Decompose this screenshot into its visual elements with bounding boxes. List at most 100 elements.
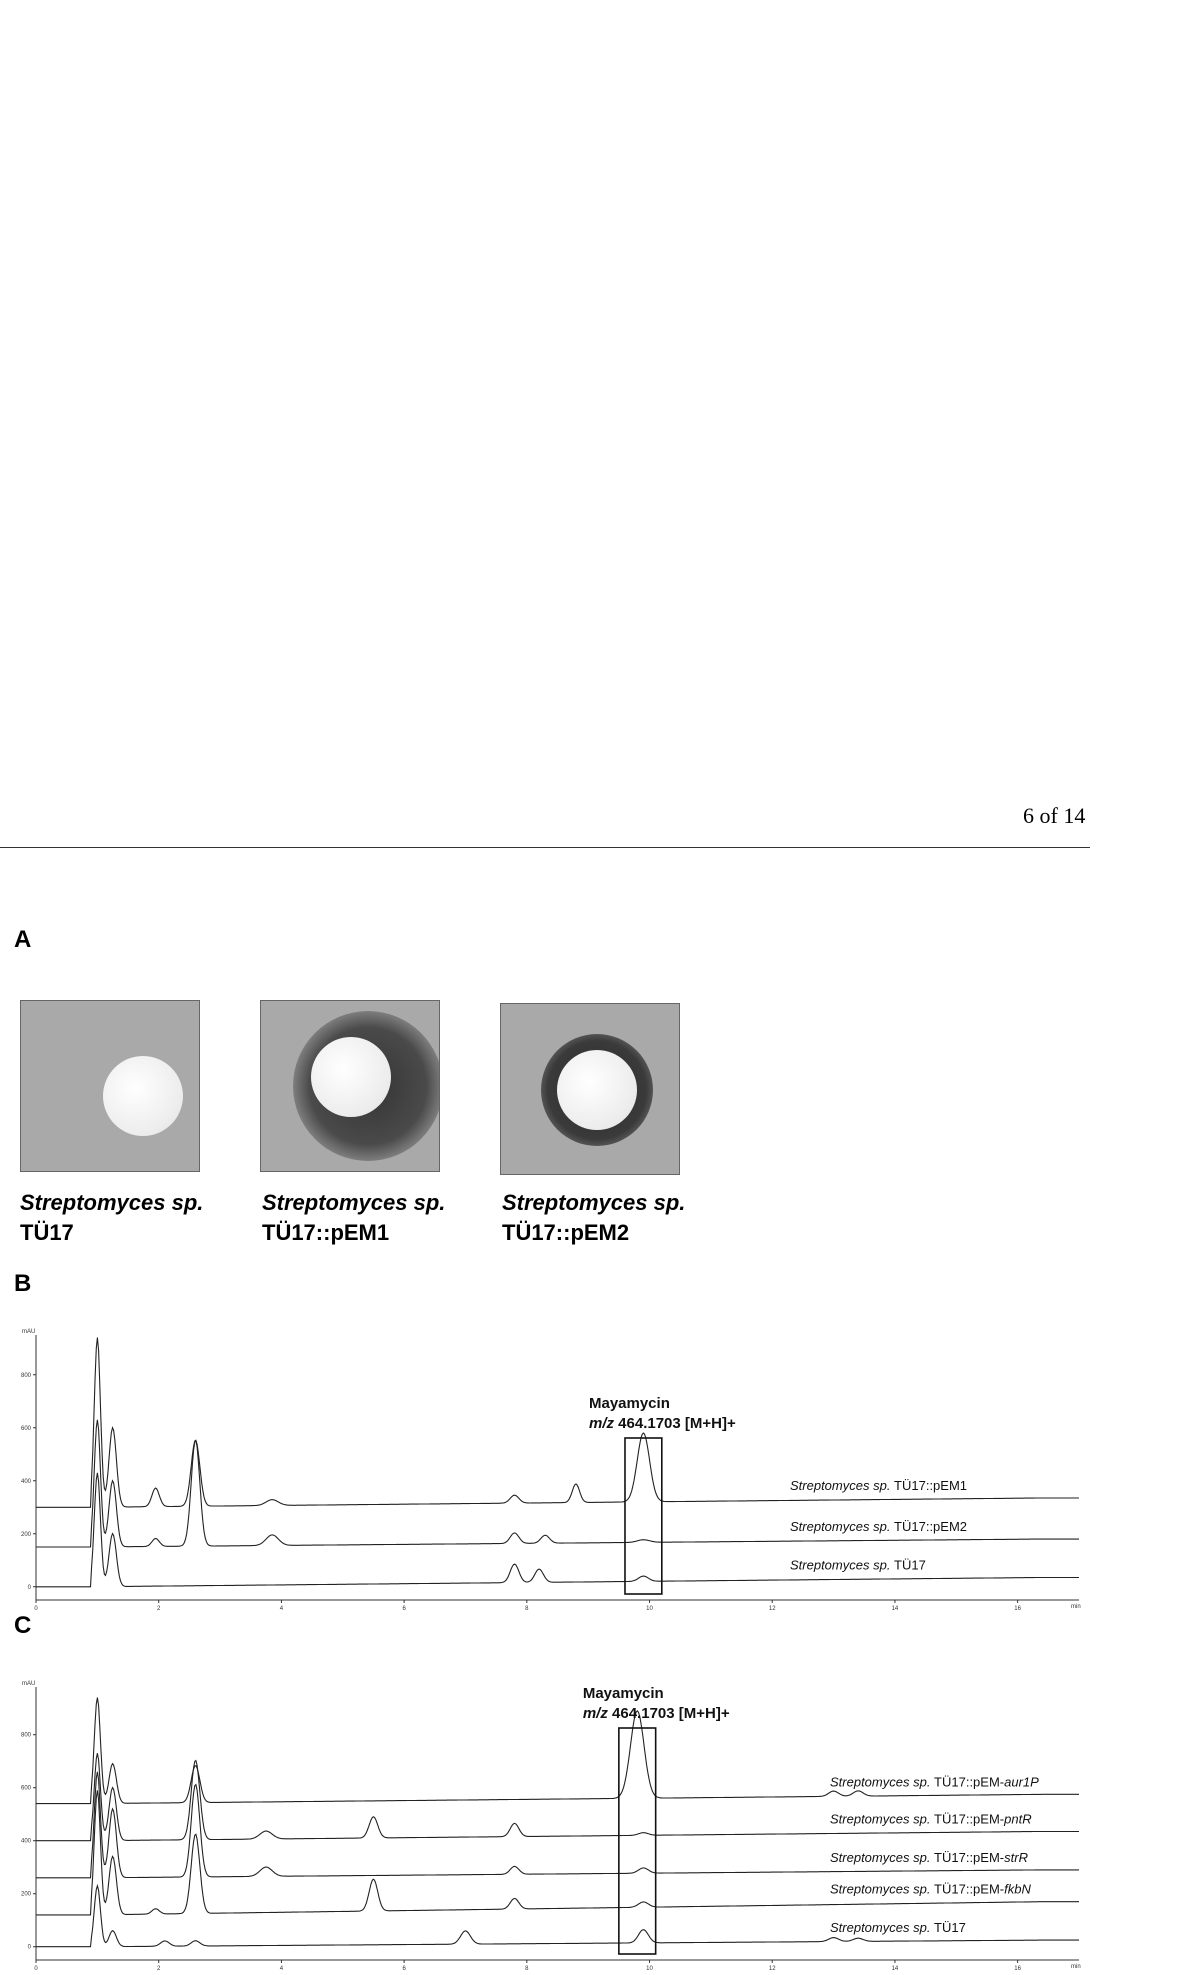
y-tick-label: 800 (21, 1733, 32, 1739)
x-unit-label: min (1071, 1964, 1081, 1970)
x-tick-label: 0 (34, 1606, 38, 1612)
x-unit-label: min (1071, 1604, 1081, 1610)
paper-disc (557, 1050, 637, 1130)
x-tick-label: 2 (157, 1606, 161, 1612)
hplc-chromatogram-b: mAU min 0 2 4 6 8 10 12 14 16 0 200 400 600 800 Streptom… (21, 1329, 1081, 1612)
y-unit-label: mAU (22, 1681, 35, 1687)
panel-label-c: C (14, 1612, 32, 1639)
trace-strain: TÜ17::pEM- (934, 1811, 1004, 1826)
y-tick-label: 400 (21, 1839, 32, 1845)
x-tick-label: 2 (157, 1966, 161, 1972)
trace-line-1 (36, 1697, 1079, 1805)
mz-prefix: m/z (583, 1705, 612, 1722)
trace-label-1: Streptomyces sp. TÜ17::pEM1 (790, 1478, 967, 1493)
plate-image-3 (500, 1003, 680, 1175)
x-tick-label: 14 (892, 1606, 899, 1612)
annotation-compound: Mayamycin (583, 1685, 664, 1702)
y-unit-label: mAU (22, 1329, 35, 1335)
trace-strain: TÜ17::pEM1 (894, 1478, 967, 1493)
plate-image-2 (260, 1000, 440, 1172)
trace-label-4: Streptomyces sp. TÜ17::pEM-fkbN (830, 1882, 1031, 1897)
x-tick-label: 10 (646, 1966, 653, 1972)
annotation-mz: m/z 464.1703 [M+H]+ (583, 1705, 730, 1722)
trace-gene: pntR (1003, 1811, 1031, 1826)
hplc-chromatogram-c: mAU min 0 2 4 6 8 10 12 14 16 0 200 400 600 800 Streptom… (21, 1681, 1081, 1972)
trace-label-2: Streptomyces sp. TÜ17::pEM-pntR (830, 1811, 1032, 1826)
trace-species: Streptomyces sp. (790, 1478, 894, 1493)
trace-species: Streptomyces sp. (830, 1850, 934, 1865)
trace-species: Streptomyces sp. (790, 1557, 894, 1572)
x-tick-label: 12 (769, 1606, 776, 1612)
trace-species: Streptomyces sp. (830, 1774, 934, 1789)
trace-label-5: Streptomyces sp. TÜ17 (830, 1920, 966, 1935)
trace-line-5 (36, 1883, 1079, 1948)
trace-species: Streptomyces sp. (830, 1882, 934, 1897)
trace-strain: TÜ17::pEM- (934, 1774, 1004, 1789)
mz-value: 464.1703 [M+H]+ (618, 1415, 736, 1432)
mz-value: 464.1703 [M+H]+ (612, 1705, 730, 1722)
trace-line-3 (36, 1472, 1079, 1588)
trace-species: Streptomyces sp. (830, 1811, 934, 1826)
paper-disc (311, 1037, 391, 1117)
trace-label-2: Streptomyces sp. TÜ17::pEM2 (790, 1519, 967, 1534)
trace-strain: TÜ17::pEM- (934, 1882, 1004, 1897)
trace-label-3: Streptomyces sp. TÜ17::pEM-strR (830, 1850, 1028, 1865)
trace-gene: fkbN (1004, 1882, 1031, 1897)
plate-caption-3: Streptomyces sp. TÜ17::pEM2 (502, 1188, 685, 1248)
y-tick-label: 200 (21, 1892, 32, 1898)
annotation-compound: Mayamycin (589, 1395, 670, 1412)
trace-species: Streptomyces sp. (790, 1519, 894, 1534)
trace-line-4 (36, 1790, 1079, 1916)
trace-line-2 (36, 1419, 1079, 1548)
y-tick-label: 600 (21, 1426, 32, 1432)
y-tick-label: 0 (28, 1585, 32, 1591)
trace-species: Streptomyces sp. (830, 1920, 934, 1935)
x-tick-label: 16 (1014, 1966, 1021, 1972)
paper-disc (103, 1056, 183, 1136)
strain-name: TÜ17::pEM2 (502, 1220, 630, 1245)
species-name: Streptomyces sp. (20, 1190, 204, 1215)
mayamycin-highlight-box (624, 1437, 663, 1595)
x-tick-label: 6 (402, 1966, 406, 1972)
strain-name: TÜ17::pEM1 (262, 1220, 390, 1245)
mz-prefix: m/z (589, 1415, 618, 1432)
panel-label-b: B (14, 1270, 32, 1297)
x-tick-label: 4 (280, 1966, 284, 1972)
plate-caption-2: Streptomyces sp. TÜ17::pEM1 (262, 1188, 445, 1248)
y-tick-label: 200 (21, 1532, 32, 1538)
x-tick-label: 10 (646, 1606, 653, 1612)
trace-line-3 (36, 1771, 1079, 1879)
header-rule (0, 847, 1090, 848)
x-tick-label: 8 (525, 1966, 529, 1972)
trace-gene: strR (1004, 1850, 1028, 1865)
x-tick-label: 6 (402, 1606, 406, 1612)
species-name: Streptomyces sp. (502, 1190, 686, 1215)
x-tick-label: 4 (280, 1606, 284, 1612)
trace-gene: aur1P (1004, 1774, 1039, 1789)
trace-strain: TÜ17::pEM2 (894, 1519, 967, 1534)
x-tick-label: 0 (34, 1966, 38, 1972)
trace-strain: TÜ17::pEM- (934, 1850, 1004, 1865)
panel-label-a: A (14, 926, 32, 953)
plate-caption-1: Streptomyces sp. TÜ17 (20, 1188, 203, 1248)
plate-image-1 (20, 1000, 200, 1172)
x-tick-label: 14 (892, 1966, 899, 1972)
y-tick-label: 0 (28, 1945, 32, 1951)
x-tick-label: 12 (769, 1966, 776, 1972)
trace-line-2 (36, 1753, 1079, 1842)
annotation-mz: m/z 464.1703 [M+H]+ (589, 1415, 736, 1432)
strain-name: TÜ17 (20, 1220, 74, 1245)
trace-strain: TÜ17 (934, 1920, 966, 1935)
trace-strain: TÜ17 (894, 1557, 926, 1572)
y-tick-label: 400 (21, 1479, 32, 1485)
x-tick-label: 16 (1014, 1606, 1021, 1612)
x-tick-label: 8 (525, 1606, 529, 1612)
y-tick-label: 600 (21, 1786, 32, 1792)
trace-line-1 (36, 1337, 1079, 1508)
trace-label-1: Streptomyces sp. TÜ17::pEM-aur1P (830, 1774, 1039, 1789)
y-tick-label: 800 (21, 1373, 32, 1379)
mayamycin-highlight-box (618, 1727, 657, 1955)
species-name: Streptomyces sp. (262, 1190, 446, 1215)
trace-label-3: Streptomyces sp. TÜ17 (790, 1557, 926, 1572)
page-number: 6 of 14 (1023, 803, 1086, 828)
